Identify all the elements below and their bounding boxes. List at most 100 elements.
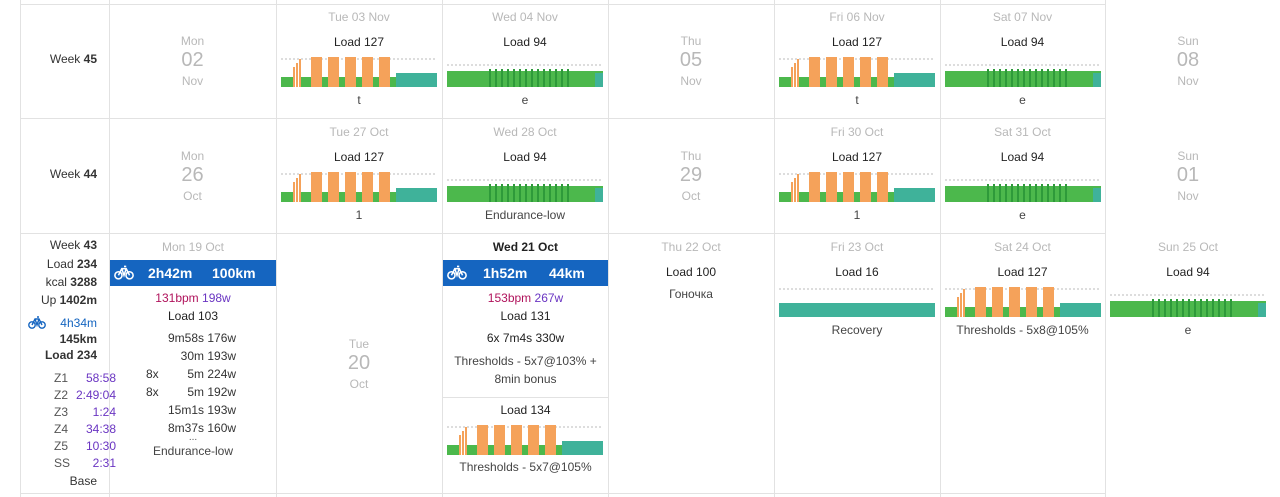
ramp-segment [963,289,965,317]
workout-name[interactable]: t [855,93,859,107]
day-number: 01 [1176,164,1200,186]
day-mon-26-oct[interactable]: Mon 26 Oct [109,118,276,233]
threshold-interval [362,57,373,87]
workout-name[interactable]: Endurance-low [152,444,234,458]
workout-name[interactable]: 1 [355,208,363,222]
workout-name[interactable]: 1 [853,208,861,222]
interval-segment [1047,69,1049,87]
threshold-interval [860,172,871,202]
interval-segment [543,69,545,87]
threshold-interval [860,57,871,87]
workout-name[interactable]: Endurance-low [484,208,566,222]
day-header: Fri 30 Oct [830,125,884,139]
interval-segment [1170,299,1172,317]
cooldown-segment [595,188,603,202]
week-kcal: kcal 3288 [45,275,97,289]
activity-load: Load 131 [500,309,551,323]
activity-banner[interactable]: 1h52m 44km [443,260,608,286]
day-wed-04-nov[interactable]: Wed 04 Nov Load 94 e [442,4,608,118]
week-label: Week 44 [49,167,97,181]
day-mon-02-nov[interactable]: Mon 02 Nov [109,4,276,118]
note-text[interactable]: Гоночка [669,287,713,301]
ramp-segment [296,63,298,87]
day-wed-28-oct[interactable]: Wed 28 Oct Load 94 Endurance-low [442,118,608,233]
week-label: Week 45 [49,52,97,66]
interval-segment [1206,299,1208,317]
interval-segment [561,184,563,202]
ramp-segment [794,63,796,87]
workout-name[interactable]: Thresholds - 5x8@105% [956,323,1089,337]
day-sun-25-oct[interactable]: Sun 25 Oct Load 94 e [1105,233,1271,493]
workout-name[interactable]: Recovery [831,323,883,337]
workout-name[interactable]: Thresholds - 5x7@103% + 8min bonus [454,354,597,386]
recovery-segment [467,445,477,455]
workout-name[interactable]: e [521,93,529,107]
day-header: Sat 31 Oct [994,125,1051,139]
day-name: Mon [180,34,205,48]
day-month: Nov [1177,189,1199,203]
day-sat-07-nov[interactable]: Sat 07 Nov Load 94 e [940,4,1105,118]
threshold-interval [494,425,505,455]
planned-load: Load 94 [1000,35,1045,49]
recovery-segment [390,77,396,87]
interval-segment [531,184,533,202]
more-ellipsis[interactable]: ... [188,432,198,443]
interval-segment [1053,184,1055,202]
workout-name[interactable]: e [1184,323,1192,337]
day-thu-05-nov[interactable]: Thu 05 Nov [608,4,774,118]
week-label: Week 43 [49,238,97,252]
threshold-interval [379,172,390,202]
activity-load: Load 103 [167,309,219,323]
workout-name[interactable]: e [1019,208,1026,222]
day-fri-23-oct[interactable]: Fri 23 Oct Load 16 Recovery [774,233,940,493]
interval-segment [1023,184,1025,202]
threshold-interval [528,425,539,455]
day-fri-06-nov[interactable]: Fri 06 Nov Load 127 t [774,4,940,118]
recovery-segment [1020,307,1026,317]
cooldown-segment [595,73,603,87]
day-sun-08-nov[interactable]: Sun 08 Nov [1105,4,1271,118]
ramp-segment [299,174,301,202]
interval-segment [513,69,515,87]
day-sat-31-oct[interactable]: Sat 31 Oct Load 94 e [940,118,1105,233]
day-tue-03-nov[interactable]: Tue 03 Nov Load 127 t [276,4,442,118]
week-43-summary: Week 43 Load 234 kcal 3288 Up 1402m 4h34… [20,233,116,493]
day-wed-21-oct[interactable]: Wed 21 Oct 1h52m 44km 153bpm 267w Load 1… [443,233,608,493]
day-fri-30-oct[interactable]: Fri 30 Oct Load 127 1 [774,118,940,233]
day-thu-22-oct[interactable]: Thu 22 Oct Load 100 Гоночка [608,233,774,493]
planned-load: Load 127 [997,265,1048,279]
workout-chart [945,179,1101,202]
grid-line [276,0,277,497]
workout-chart [281,57,437,87]
interval-line: 8x 5m 192w [146,385,237,399]
interval-summary: 6x 7m4s 330w [486,331,565,345]
recovery-segment [1037,307,1043,317]
interval-segment [513,184,515,202]
threshold-interval [545,425,556,455]
workout-name[interactable]: e [1019,93,1026,107]
recovery-segment [888,192,894,202]
workout-name[interactable]: t [357,93,361,107]
day-tue-27-oct[interactable]: Tue 27 Oct Load 127 1 [276,118,442,233]
recovery-segment [837,192,843,202]
grid-line [608,0,609,497]
threshold-interval [379,57,390,87]
activity-banner[interactable]: 2h42m 100km [110,260,276,286]
grid-line [20,233,1105,234]
day-mon-19-oct[interactable]: Mon 19 Oct 2h42m 100km 131bpm 198w Load … [110,233,276,493]
planned-workout-name[interactable]: Thresholds - 5x7@105% [459,460,592,474]
training-phase: Base [69,474,97,488]
day-name: Mon [180,149,205,163]
day-thu-29-oct[interactable]: Thu 29 Oct [608,118,774,233]
week-ride-load: Load 234 [44,348,97,362]
warmup-segment [779,77,791,87]
interval-segment [519,184,521,202]
day-tue-20-oct[interactable]: Tue 20 Oct [276,233,442,493]
day-sun-01-nov[interactable]: Sun 01 Nov [1105,118,1271,233]
bike-icon [447,264,467,283]
interval-segment [1041,184,1043,202]
day-month: Oct [349,377,369,391]
day-number: 20 [347,352,371,374]
day-sat-24-oct[interactable]: Sat 24 Oct Load 127 Thresholds - 5x8@105… [940,233,1105,493]
recovery-segment [986,307,992,317]
